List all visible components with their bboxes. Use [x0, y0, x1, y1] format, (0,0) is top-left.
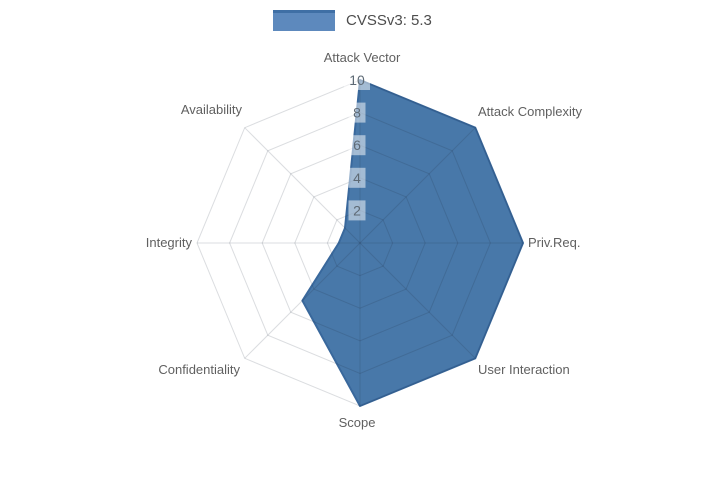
axis-label-attack-vector: Attack Vector	[324, 50, 401, 65]
axis-label-integrity: Integrity	[146, 235, 193, 250]
axis-label-attack-complexity: Attack Complexity	[478, 104, 583, 119]
axis-spoke	[244, 127, 361, 244]
radial-tick-box	[348, 102, 366, 123]
radial-tick-label: 10	[349, 72, 365, 88]
axis-spoke	[244, 242, 361, 359]
radial-grid-ring	[294, 177, 426, 309]
radial-grid-ring	[229, 112, 491, 374]
radial-grid-ring	[261, 144, 459, 342]
radial-tick-box	[348, 167, 366, 188]
radial-tick-label: 8	[353, 105, 361, 121]
radial-tick-label: 4	[353, 170, 361, 186]
legend[interactable]: CVSSv3: 5.3	[273, 10, 432, 31]
axis-label-priv-req: Priv.Req.	[528, 235, 581, 250]
radial-tick-label: 6	[353, 137, 361, 153]
radial-tick-label: 2	[353, 202, 361, 218]
radial-tick-box	[344, 70, 370, 90]
axis-spoke	[359, 242, 476, 359]
axis-label-scope: Scope	[339, 415, 376, 430]
radial-tick-box	[348, 135, 366, 156]
axis-label-confidentiality: Confidentiality	[158, 362, 240, 377]
axis-label-availability: Availability	[181, 102, 243, 117]
radial-grid-ring	[196, 79, 524, 407]
radial-tick-box	[348, 200, 366, 221]
legend-swatch	[273, 10, 335, 31]
cvss-data-polygon[interactable]	[301, 79, 524, 407]
radial-grid-ring	[326, 209, 394, 277]
legend-label: CVSSv3: 5.3	[346, 12, 432, 29]
axis-label-user-interaction: User Interaction	[478, 362, 570, 377]
axis-spoke	[359, 127, 476, 244]
